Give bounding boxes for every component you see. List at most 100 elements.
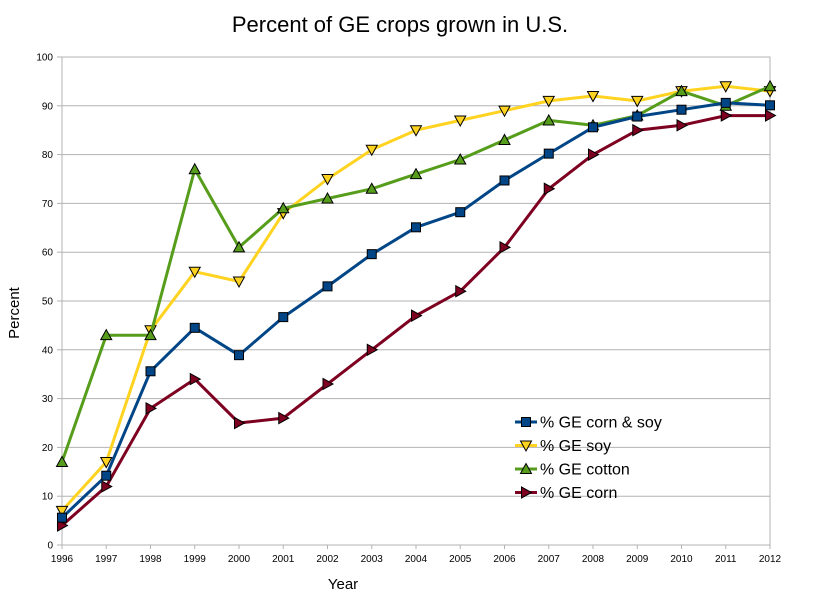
- data-point: [145, 366, 156, 377]
- data-point: [588, 122, 598, 133]
- data-point: [234, 350, 244, 361]
- data-point: [763, 79, 777, 92]
- data-point: [365, 182, 379, 194]
- data-point: [232, 240, 246, 253]
- data-point: [188, 162, 202, 175]
- x-tick-label: 2011: [715, 554, 737, 565]
- data-point: [322, 281, 333, 292]
- data-point: [676, 104, 687, 115]
- data-point: [144, 328, 157, 341]
- legend-item[interactable]: % GE corn & soy: [515, 415, 662, 432]
- x-tick-label: 1998: [139, 554, 162, 565]
- y-axis-label: Percent: [6, 286, 23, 339]
- data-point: [189, 322, 200, 333]
- y-tick-label: 50: [42, 297, 54, 308]
- data-point: [276, 201, 290, 214]
- y-tick-label: 100: [36, 53, 53, 64]
- data-point: [232, 276, 246, 289]
- y-tick-label: 40: [42, 345, 54, 356]
- y-axis-ticks: 0 10 20 30 40 50 60 70 80 90 100: [36, 53, 62, 552]
- x-tick-label: 2009: [626, 554, 649, 565]
- legend[interactable]: % GE corn & soy % GE soy % GE cotton % GE c…: [515, 415, 662, 503]
- data-point: [366, 249, 377, 260]
- x-tick-label: 2008: [582, 554, 605, 565]
- data-point: [453, 115, 467, 127]
- y-tick-label: 80: [42, 150, 54, 161]
- legend-label: % GE corn & soy: [540, 415, 662, 432]
- y-tick-label: 0: [47, 541, 53, 552]
- legend-label: % GE corn: [540, 485, 617, 502]
- series--ge-cotton: [55, 79, 777, 468]
- data-point: [543, 148, 554, 159]
- data-point: [57, 512, 67, 523]
- data-point: [765, 109, 777, 122]
- legend-item[interactable]: % GE cotton: [515, 462, 630, 479]
- data-point: [765, 100, 775, 111]
- y-tick-label: 10: [42, 492, 54, 503]
- x-tick-label: 2012: [759, 554, 782, 565]
- data-point: [455, 284, 467, 298]
- x-tick-label: 1999: [184, 554, 207, 565]
- data-point: [321, 191, 334, 204]
- y-tick-label: 90: [42, 101, 54, 112]
- data-point: [322, 377, 335, 391]
- data-point: [411, 222, 421, 233]
- legend-marker: [519, 440, 533, 453]
- data-point: [145, 402, 158, 415]
- y-tick-label: 60: [42, 248, 54, 259]
- x-tick-label: 2000: [228, 554, 251, 565]
- x-axis-ticks: 1996 1997 1998 1999 2000 2001 2002 2003 2004 2005…: [51, 545, 782, 565]
- x-tick-label: 2003: [361, 554, 384, 565]
- legend-item[interactable]: % GE soy: [515, 438, 611, 455]
- data-point: [278, 312, 289, 323]
- data-point: [57, 519, 69, 532]
- data-point: [411, 309, 423, 322]
- data-point: [189, 372, 202, 386]
- series-group: [55, 79, 777, 532]
- x-tick-label: 2002: [316, 554, 339, 565]
- data-point: [409, 167, 423, 180]
- data-point: [99, 457, 113, 469]
- y-tick-label: 30: [42, 394, 54, 405]
- data-point: [101, 480, 113, 493]
- legend-label: % GE soy: [540, 438, 611, 455]
- data-point: [720, 109, 733, 122]
- y-tick-label: 70: [42, 199, 54, 210]
- data-point: [632, 111, 643, 122]
- data-point: [453, 152, 467, 165]
- x-axis-label: Year: [328, 576, 358, 593]
- series-line: [60, 101, 771, 519]
- data-point: [366, 343, 379, 357]
- series-line: [60, 84, 771, 463]
- legend-label: % GE cotton: [540, 462, 630, 479]
- data-point: [588, 148, 600, 161]
- x-tick-label: 1997: [95, 554, 118, 565]
- data-point: [498, 105, 511, 118]
- x-tick-label: 1996: [51, 554, 74, 565]
- data-point: [55, 505, 69, 518]
- data-point: [542, 95, 556, 108]
- x-tick-label: 2005: [449, 554, 472, 565]
- series--ge-corn-soy: [57, 97, 775, 523]
- data-point: [409, 125, 423, 137]
- legend-item[interactable]: % GE corn: [515, 485, 617, 502]
- x-tick-label: 2004: [405, 554, 428, 565]
- data-point: [720, 97, 731, 108]
- series--ge-corn: [57, 109, 777, 532]
- data-point: [101, 470, 112, 481]
- x-tick-label: 2007: [538, 554, 561, 565]
- y-tick-label: 20: [42, 443, 54, 454]
- data-point: [498, 133, 511, 145]
- legend-marker: [521, 486, 533, 499]
- data-point: [499, 240, 512, 254]
- data-point: [99, 328, 113, 341]
- data-point: [365, 144, 379, 157]
- data-point: [234, 416, 246, 430]
- chart-title: Percent of GE crops grown in U.S.: [232, 12, 568, 37]
- data-point: [278, 411, 290, 425]
- data-point: [675, 84, 688, 97]
- data-point: [630, 95, 644, 108]
- legend-marker: [519, 462, 533, 474]
- data-point: [321, 174, 334, 186]
